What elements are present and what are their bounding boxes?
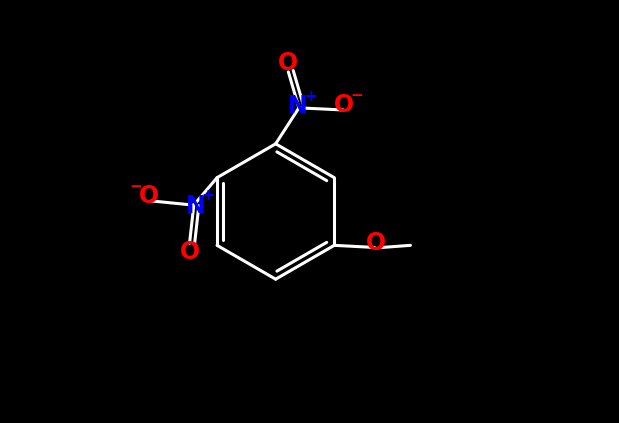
Text: N: N [186, 194, 206, 218]
Text: O: O [334, 93, 354, 117]
Text: O: O [279, 51, 298, 74]
Text: O: O [139, 184, 160, 208]
Text: O: O [180, 240, 199, 264]
Text: N: N [288, 94, 308, 118]
Text: +: + [201, 188, 214, 203]
Text: −: − [129, 179, 142, 195]
Text: +: + [305, 88, 317, 104]
Text: O: O [366, 231, 386, 255]
Text: −: − [350, 88, 363, 103]
